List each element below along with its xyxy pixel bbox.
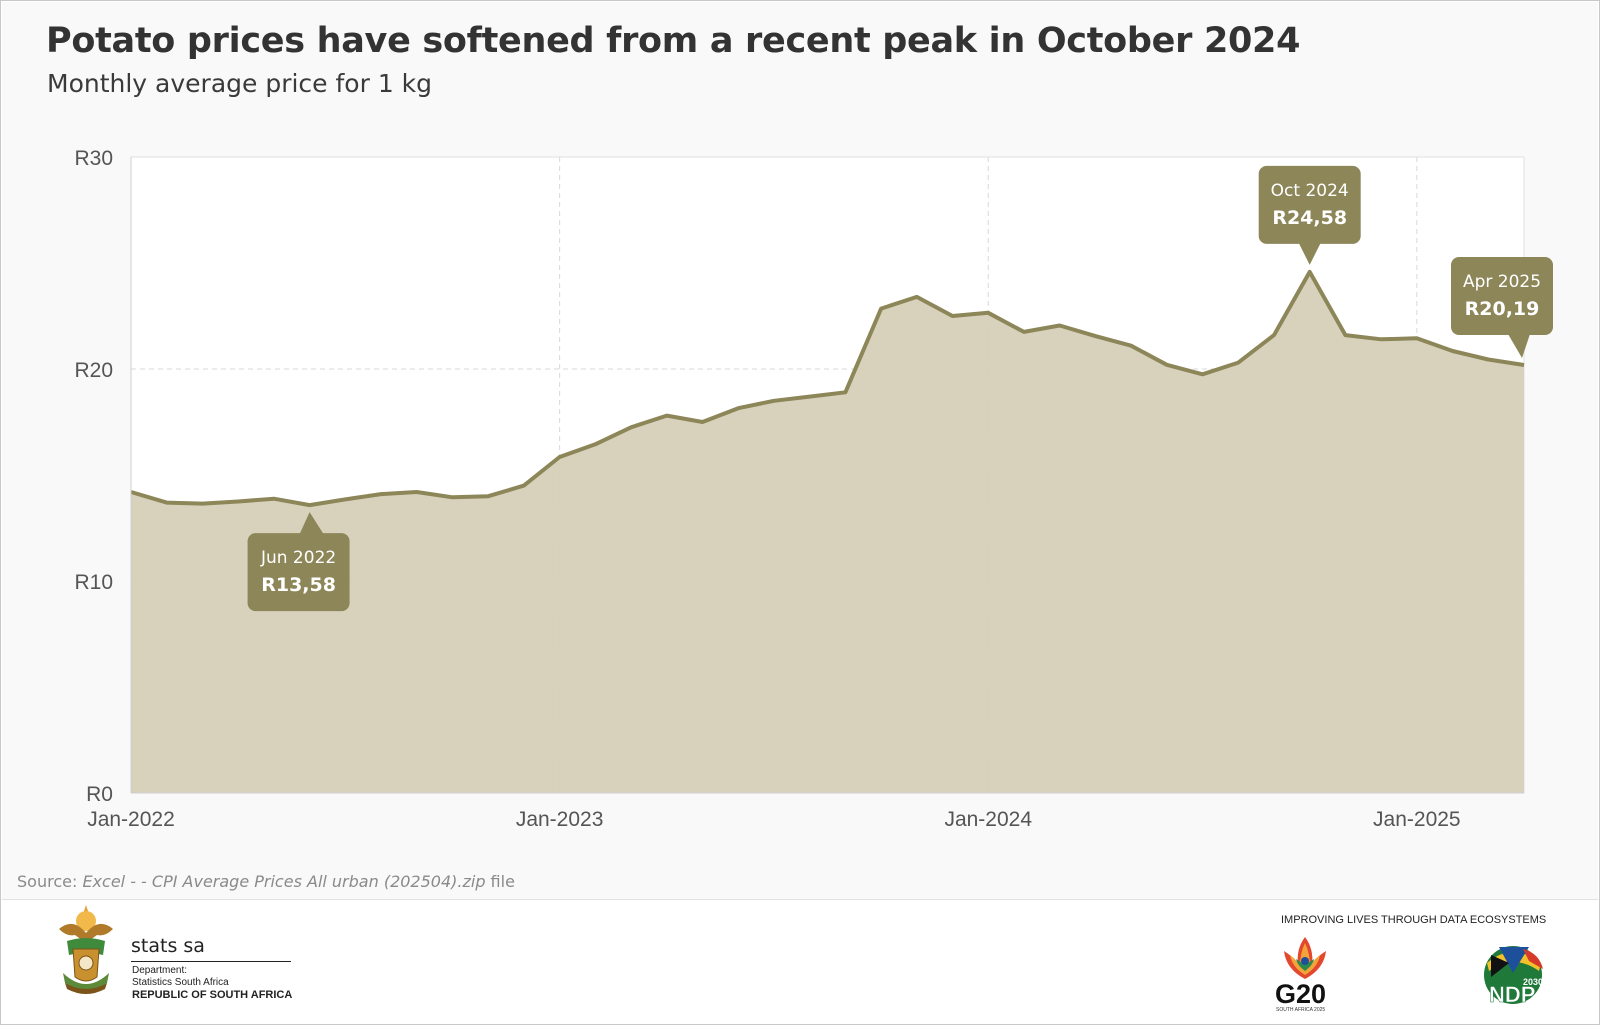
annotation-pointer xyxy=(1508,333,1530,358)
g20-wordmark: G20 xyxy=(1275,979,1327,1009)
annotation-pointer xyxy=(1298,242,1321,265)
annotation-box xyxy=(247,533,350,612)
series-area xyxy=(131,271,1524,793)
source-suffix: file xyxy=(485,872,515,891)
chart-subtitle: Monthly average price for 1 kg xyxy=(47,69,433,98)
x-tick-label: Jan-2023 xyxy=(516,808,604,831)
statssa-underline xyxy=(131,961,291,962)
area-chart: R0 R10 R20 R30 Jan-2022 Jan-2023 Jan-2024 Jan-2… xyxy=(74,147,1553,831)
annotation-date-label: Apr 2025 xyxy=(1463,272,1541,292)
annotation-pointer xyxy=(299,512,324,535)
g20-flower-icon xyxy=(1284,937,1326,979)
annotation-box xyxy=(1258,165,1361,244)
annotation-box xyxy=(1451,256,1553,335)
statssa-wordmark: stats sa xyxy=(131,935,205,957)
department-text: Department: Statistics South Africa REPU… xyxy=(132,965,292,1001)
department-line-1: Department: xyxy=(132,965,188,976)
series-line xyxy=(130,269,1525,508)
x-tick-label: Jan-2024 xyxy=(944,808,1032,831)
y-tick-label: R0 xyxy=(86,783,113,806)
ndp-wordmark: NDP xyxy=(1489,982,1535,1005)
ndp-year: 2030 xyxy=(1523,977,1543,987)
department-line-2: Statistics South Africa xyxy=(132,977,229,988)
source-prefix: Source: xyxy=(17,872,83,891)
annotation-value-label: R13,58 xyxy=(261,574,336,596)
ndp-flag-icon: 2030 NDP xyxy=(1484,946,1543,1005)
y-tick-label: R20 xyxy=(74,359,113,382)
footer-divider xyxy=(2,899,1598,900)
y-tick-label: R30 xyxy=(74,147,113,170)
source-file: Excel - - CPI Average Prices All urban (… xyxy=(82,872,486,891)
x-tick-label: Jan-2022 xyxy=(87,808,175,831)
y-tick-label: R10 xyxy=(74,571,113,594)
x-tick-label: Jan-2025 xyxy=(1373,808,1461,831)
republic-label: REPUBLIC OF SOUTH AFRICA xyxy=(132,989,293,1001)
annotation-date-label: Jun 2022 xyxy=(260,548,336,568)
g20-subtitle: SOUTH AFRICA 2025 xyxy=(1276,1007,1326,1013)
annotation-date-label: Oct 2024 xyxy=(1271,181,1349,201)
annotation-value-label: R24,58 xyxy=(1272,207,1347,229)
coat-of-arms-icon xyxy=(59,905,113,994)
annotation-value-label: R20,19 xyxy=(1465,298,1540,320)
source-note: Source: Excel - - CPI Average Prices All… xyxy=(17,872,515,891)
chart-title: Potato prices have softened from a recen… xyxy=(46,21,1301,61)
tagline: IMPROVING LIVES THROUGH DATA ECOSYSTEMS xyxy=(1281,914,1547,926)
